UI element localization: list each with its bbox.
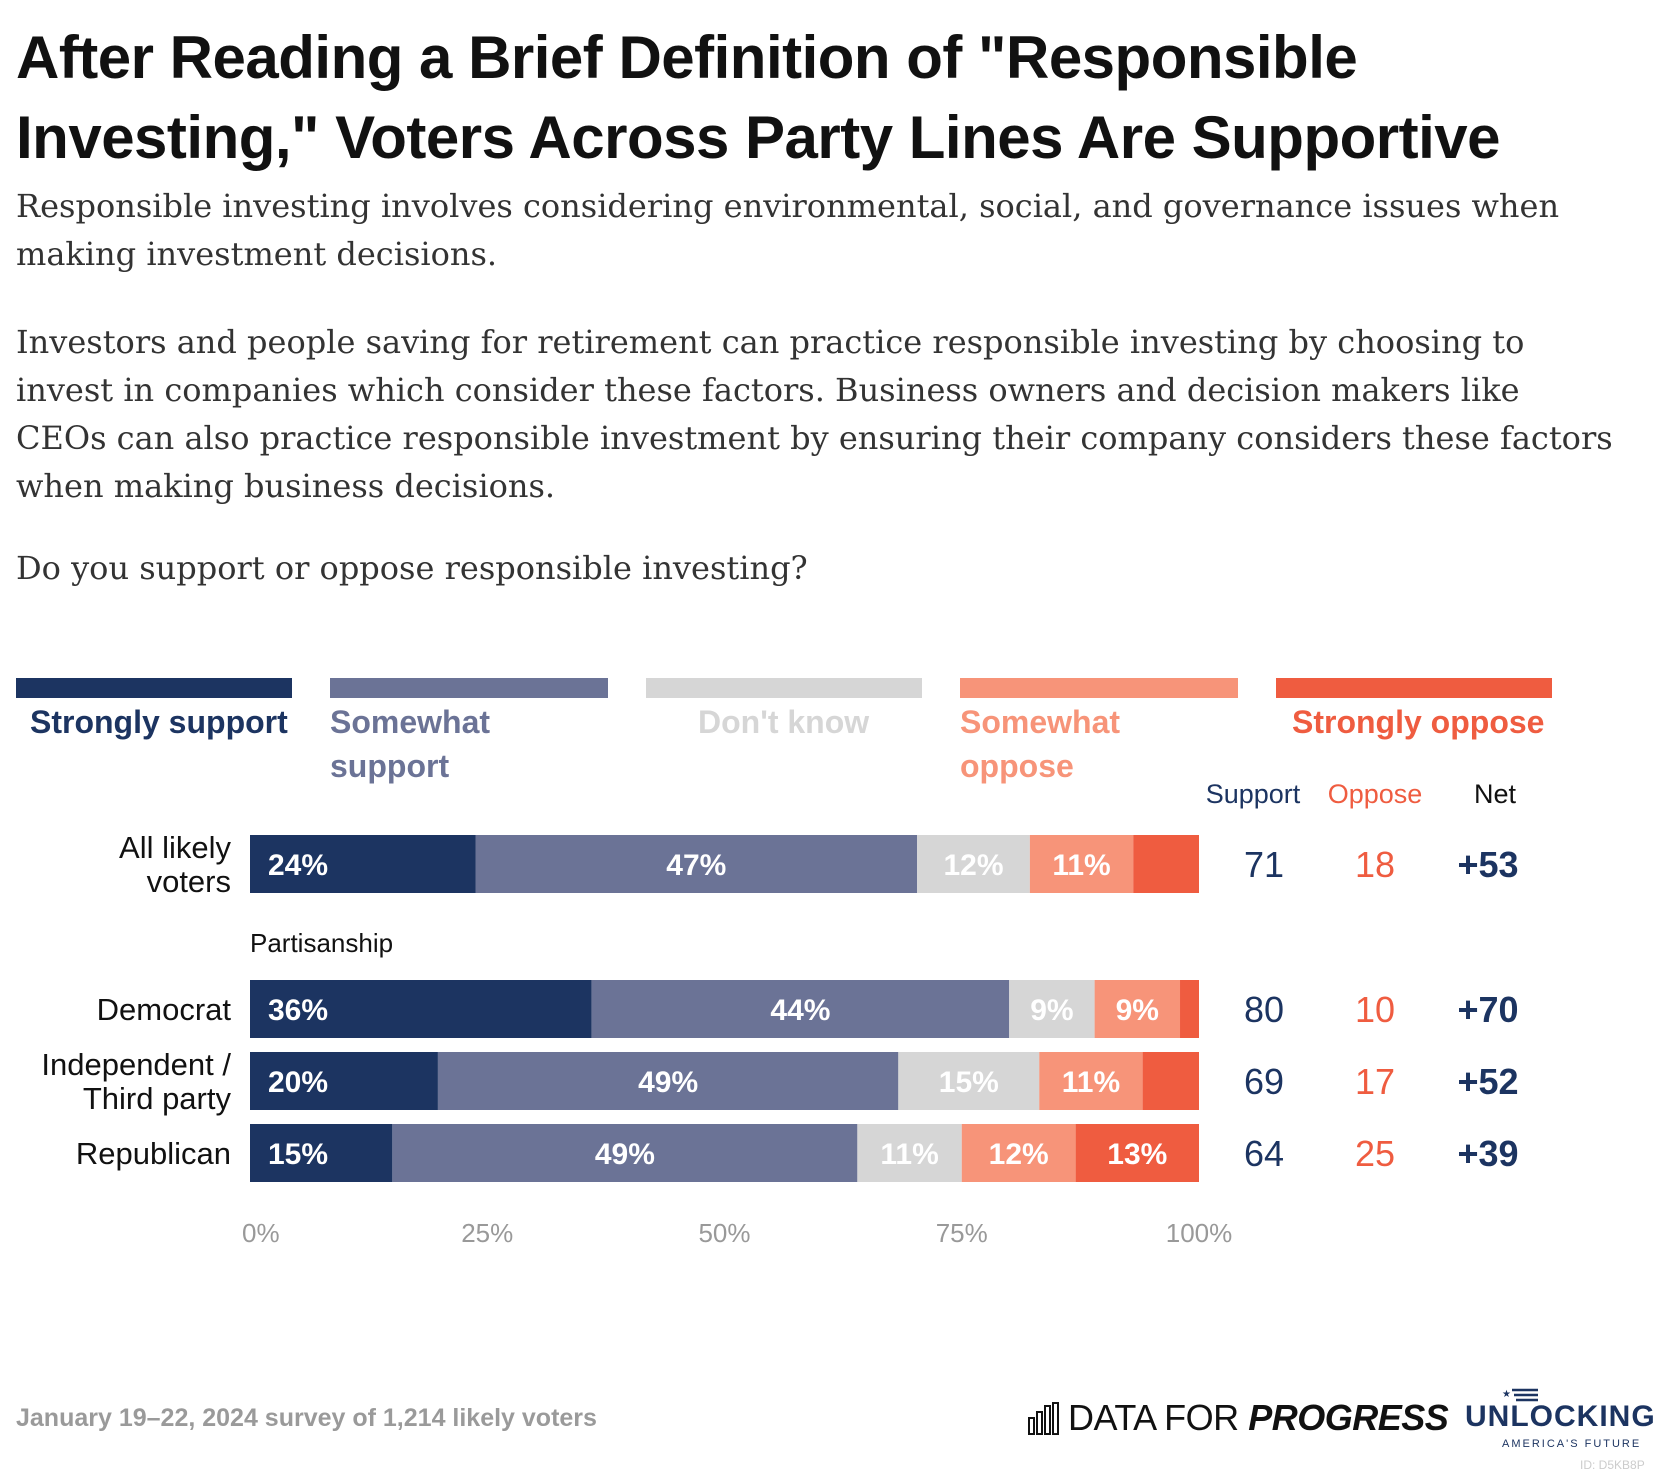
data-label-independent-third-party-somewhat-support: 49% [638, 1066, 698, 1099]
data-label-republican-don-t-know: 11% [880, 1138, 938, 1171]
bar-democrat-strongly-oppose [1180, 980, 1199, 1038]
x-tick-label-3: 75% [936, 1218, 988, 1248]
bar-independent-third-party-somewhat-support [437, 1052, 899, 1110]
category-label-independent-third-party: Independent / Third party [41, 1047, 231, 1116]
category-label-democrat: Democrat [97, 992, 232, 1027]
data-label-republican-strongly-support: 15% [268, 1138, 328, 1171]
legend-swatch-strongly-oppose [1276, 678, 1552, 698]
group-label-partisanship: Partisanship [250, 928, 393, 958]
bar-republican-somewhat-oppose [961, 1124, 1076, 1182]
subtitle-description: Investors and people saving for retireme… [16, 323, 1613, 505]
bar-independent-third-party-strongly-oppose [1142, 1052, 1199, 1110]
data-label-republican-somewhat-oppose: 12% [989, 1138, 1049, 1171]
bar-all-likely-voters-don-t-know [917, 835, 1030, 893]
x-tick-label-0: 0% [242, 1218, 280, 1248]
unlocking-logo-text: UNLOCKING [1465, 1400, 1656, 1433]
stacked-bar-chart: 24% 47% 12% 11% All likely voters 71 18 +53 36% 44… [41, 779, 1518, 1248]
legend-label-somewhat-oppose: Somewhat oppose [960, 704, 1121, 784]
legend-swatch-strongly-support [16, 678, 292, 698]
x-tick-label-4: 100% [1166, 1218, 1233, 1248]
brand-bold: PROGRESS [1248, 1397, 1449, 1438]
bar-independent-third-party-somewhat-oppose [1039, 1052, 1143, 1110]
bar-democrat-somewhat-support [591, 980, 1010, 1038]
x-tick-label-1: 25% [461, 1218, 513, 1248]
net-value-democrat: +70 [1457, 989, 1518, 1030]
data-for-progress-logo: DATA FOR PROGRESS [1068, 1397, 1449, 1439]
legend-label-strongly-support: Strongly support [30, 704, 288, 740]
oppose-value-democrat: 10 [1355, 989, 1395, 1030]
legend-label-strongly-oppose: Strongly oppose [1292, 704, 1545, 740]
data-label-democrat-somewhat-oppose: 9% [1116, 994, 1159, 1027]
oppose-value-independent-third-party: 17 [1355, 1061, 1395, 1102]
unlocking-logo-subtitle: AMERICA'S FUTURE [1502, 1438, 1642, 1450]
data-label-democrat-don-t-know: 9% [1030, 994, 1073, 1027]
data-label-all-likely-voters-somewhat-support: 47% [666, 849, 726, 882]
category-label-all-likely-voters: All likely voters [119, 830, 231, 899]
bar-chart-logo-icon [1028, 1402, 1059, 1436]
data-label-independent-third-party-don-t-know: 15% [939, 1066, 999, 1099]
subtitle-definition: Responsible investing involves consideri… [16, 187, 1560, 273]
bar-all-likely-voters-strongly-oppose [1133, 835, 1199, 893]
bar-republican-don-t-know [857, 1124, 962, 1182]
flag-stars-logo-icon: ★ [1502, 1388, 1538, 1402]
category-label-republican: Republican [76, 1136, 231, 1171]
support-value-republican: 64 [1244, 1133, 1284, 1174]
survey-source-note: January 19–22, 2024 survey of 1,214 like… [16, 1404, 597, 1432]
brand-plain: DATA FOR [1068, 1397, 1249, 1438]
summary-header-net: Net [1474, 779, 1517, 809]
legend-swatch-somewhat-oppose [960, 678, 1238, 698]
legend-label-dont-know: Don't know [698, 704, 870, 740]
bar-all-likely-voters-somewhat-support [475, 835, 918, 893]
data-label-all-likely-voters-somewhat-oppose: 11% [1052, 849, 1110, 882]
x-tick-label-2: 50% [698, 1218, 750, 1248]
data-label-republican-somewhat-support: 49% [595, 1138, 655, 1171]
data-label-independent-third-party-strongly-support: 20% [268, 1066, 328, 1099]
bar-democrat-somewhat-oppose [1094, 980, 1181, 1038]
support-value-independent-third-party: 69 [1244, 1061, 1284, 1102]
chart-title: After Reading a Brief Definition of "Res… [16, 24, 1501, 171]
bar-democrat-strongly-support [250, 980, 592, 1038]
summary-header-support: Support [1206, 779, 1301, 809]
net-value-independent-third-party: +52 [1457, 1061, 1518, 1102]
net-value-all-likely-voters: +53 [1457, 844, 1518, 885]
data-label-democrat-strongly-support: 36% [268, 994, 328, 1027]
oppose-value-republican: 25 [1355, 1133, 1395, 1174]
legend-swatch-dont-know [646, 678, 922, 698]
bar-independent-third-party-don-t-know [898, 1052, 1040, 1110]
bar-all-likely-voters-strongly-support [250, 835, 476, 893]
support-value-democrat: 80 [1244, 989, 1284, 1030]
support-value-all-likely-voters: 71 [1244, 844, 1284, 885]
chart-id: ID: D5KB8P [1580, 1458, 1645, 1472]
summary-header-oppose: Oppose [1328, 779, 1423, 809]
bar-republican-strongly-oppose [1075, 1124, 1199, 1182]
bar-all-likely-voters-somewhat-oppose [1029, 835, 1134, 893]
bar-republican-strongly-support [250, 1124, 393, 1182]
bar-republican-somewhat-support [392, 1124, 858, 1182]
legend-swatch-somewhat-support [330, 678, 608, 698]
data-label-all-likely-voters-don-t-know: 12% [943, 849, 1003, 882]
survey-question: Do you support or oppose responsible inv… [16, 549, 808, 587]
bar-democrat-don-t-know [1009, 980, 1095, 1038]
data-label-republican-strongly-oppose: 13% [1107, 1138, 1167, 1171]
legend-label-somewhat-support: Somewhat support [330, 704, 491, 784]
net-value-republican: +39 [1457, 1133, 1518, 1174]
data-label-democrat-somewhat-support: 44% [770, 994, 830, 1027]
oppose-value-all-likely-voters: 18 [1355, 844, 1395, 885]
data-label-all-likely-voters-strongly-support: 24% [268, 849, 328, 882]
data-label-independent-third-party-somewhat-oppose: 11% [1062, 1066, 1120, 1099]
bar-independent-third-party-strongly-support [250, 1052, 438, 1110]
svg-text:★: ★ [1502, 1389, 1511, 1400]
